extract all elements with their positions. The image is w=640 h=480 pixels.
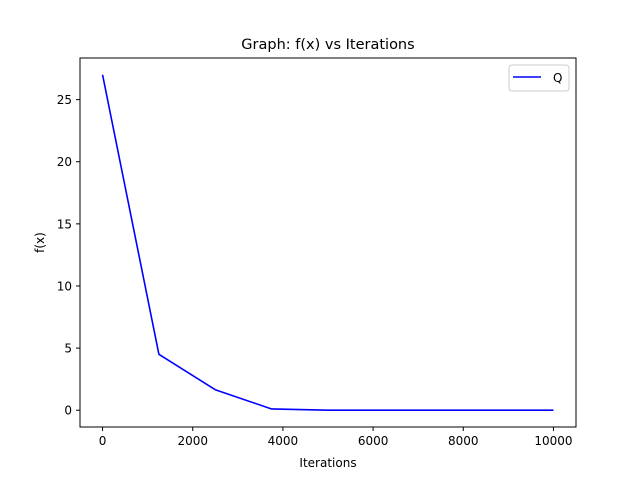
x-tick-label: 4000 [268, 434, 299, 448]
x-axis: 0 2000 4000 6000 8000 10000 [99, 427, 573, 448]
series-line-q [101, 74, 554, 412]
x-tick-label: 2000 [177, 434, 208, 448]
y-tick-label: 15 [57, 217, 72, 231]
legend: Q [508, 64, 570, 92]
x-tick-label: 6000 [358, 434, 389, 448]
legend-box [508, 64, 570, 92]
y-tick-label: 25 [57, 93, 72, 107]
x-tick-label: 0 [99, 434, 107, 448]
y-tick-label: 0 [64, 404, 72, 418]
plot-border [79, 57, 577, 428]
plot-frame [80, 58, 576, 427]
y-axis: 0 5 10 15 20 25 [57, 93, 80, 418]
y-tick-label: 10 [57, 279, 72, 293]
y-axis-label: f(x) [33, 232, 47, 253]
plot-area [79, 57, 577, 428]
legend-label-q: Q [553, 71, 562, 85]
y-tick-label: 5 [64, 342, 72, 356]
chart-title: Graph: f(x) vs Iterations [241, 37, 414, 53]
x-axis-label: Iterations [299, 456, 356, 470]
x-tick-label: 8000 [448, 434, 479, 448]
y-tick-label: 20 [57, 155, 72, 169]
x-tick-label: 10000 [534, 434, 572, 448]
